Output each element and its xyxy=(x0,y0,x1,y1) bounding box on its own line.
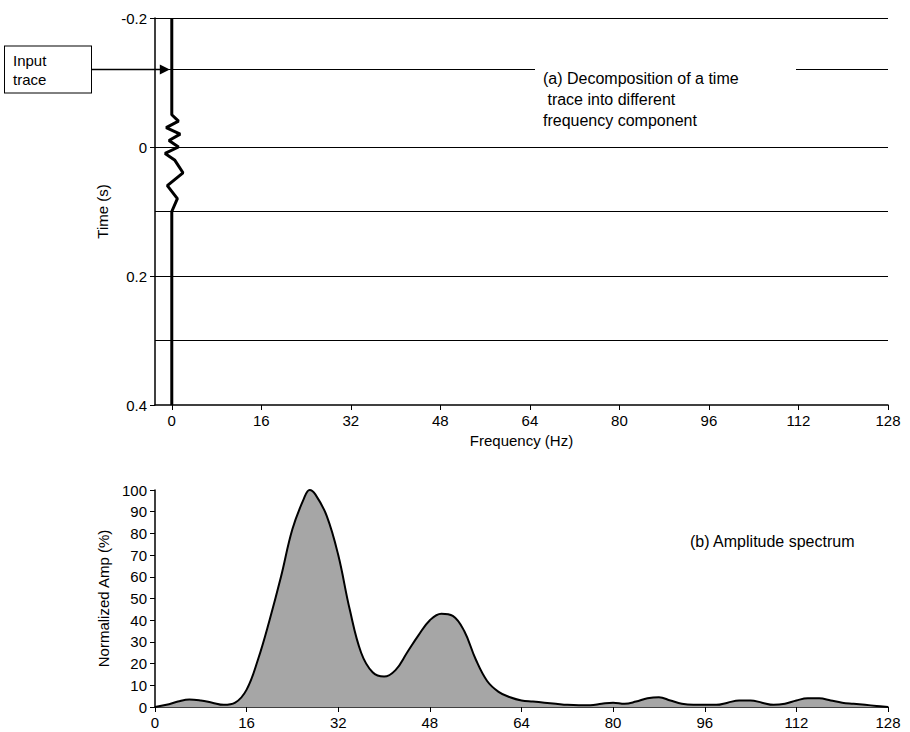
svg-text:16: 16 xyxy=(253,412,270,429)
svg-text:32: 32 xyxy=(330,714,347,731)
svg-text:trace into different: trace into different xyxy=(543,91,680,108)
svg-text:112: 112 xyxy=(787,412,811,429)
svg-text:(a) Decomposition of a time: (a) Decomposition of a time xyxy=(543,70,739,87)
svg-text:96: 96 xyxy=(701,412,718,429)
svg-text:32: 32 xyxy=(342,412,359,429)
svg-text:Input: Input xyxy=(13,52,51,69)
svg-text:16: 16 xyxy=(238,714,255,731)
svg-text:80: 80 xyxy=(611,412,628,429)
svg-text:112: 112 xyxy=(784,714,808,731)
svg-text:0: 0 xyxy=(139,139,147,156)
svg-text:50: 50 xyxy=(130,590,147,607)
svg-text:0.4: 0.4 xyxy=(126,397,147,414)
svg-text:30: 30 xyxy=(130,633,147,650)
svg-text:(b) Amplitude spectrum: (b) Amplitude spectrum xyxy=(690,533,855,550)
svg-text:64: 64 xyxy=(522,412,539,429)
svg-text:Time (s): Time (s) xyxy=(94,184,111,238)
svg-text:-0.2: -0.2 xyxy=(121,10,147,27)
svg-text:60: 60 xyxy=(130,568,147,585)
svg-text:100: 100 xyxy=(122,482,147,499)
svg-text:trace: trace xyxy=(13,71,46,88)
svg-text:0: 0 xyxy=(139,699,147,716)
svg-text:0: 0 xyxy=(151,714,159,731)
svg-text:20: 20 xyxy=(130,655,147,672)
svg-text:0.2: 0.2 xyxy=(126,268,147,285)
svg-text:128: 128 xyxy=(875,412,900,429)
svg-text:Frequency (Hz): Frequency (Hz) xyxy=(470,432,573,449)
svg-text:frequency component: frequency component xyxy=(543,112,697,129)
svg-text:128: 128 xyxy=(875,714,900,731)
svg-text:80: 80 xyxy=(605,714,622,731)
svg-text:90: 90 xyxy=(130,503,147,520)
svg-text:Normalized Amp (%): Normalized Amp (%) xyxy=(95,530,112,668)
svg-text:70: 70 xyxy=(130,547,147,564)
svg-text:64: 64 xyxy=(513,714,530,731)
svg-text:48: 48 xyxy=(432,412,449,429)
svg-text:10: 10 xyxy=(130,677,147,694)
svg-text:0: 0 xyxy=(168,412,176,429)
svg-text:40: 40 xyxy=(130,612,147,629)
svg-text:48: 48 xyxy=(422,714,439,731)
svg-text:80: 80 xyxy=(130,525,147,542)
svg-text:96: 96 xyxy=(696,714,713,731)
